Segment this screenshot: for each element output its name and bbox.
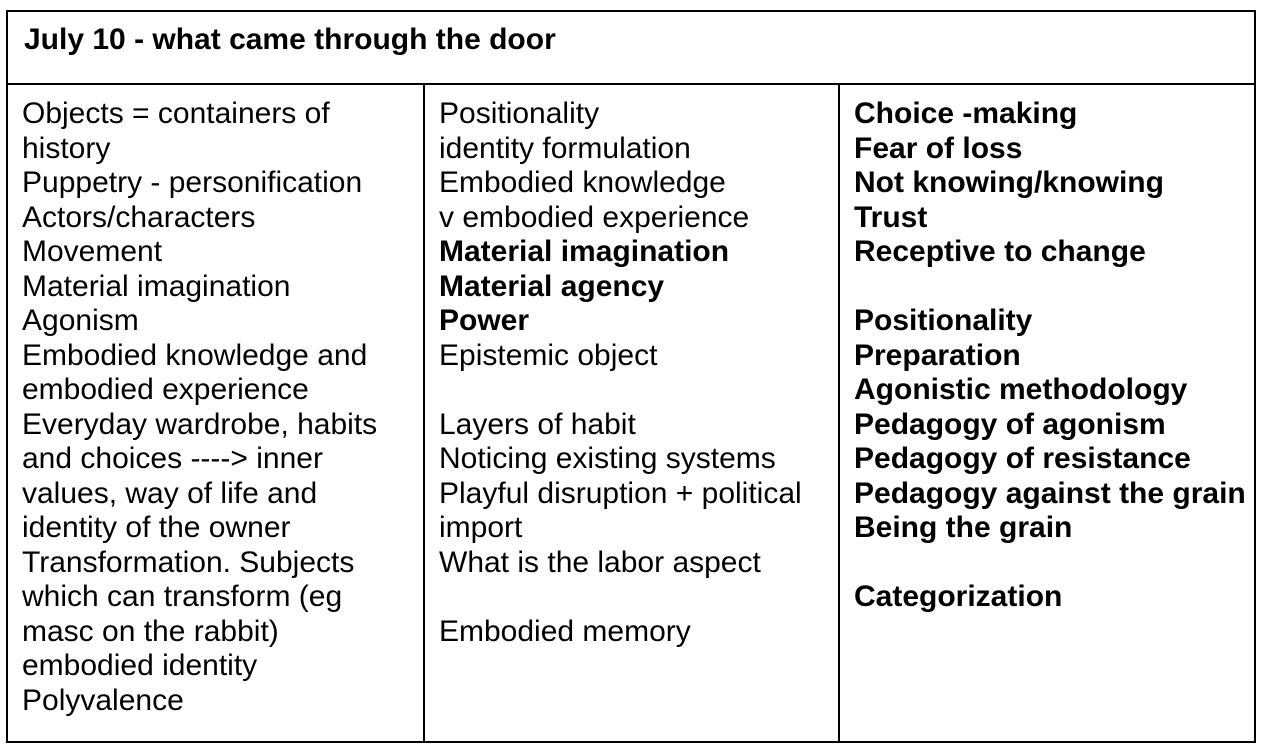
- note-line: Receptive to change: [854, 235, 1146, 268]
- note-line: Movement: [22, 235, 163, 268]
- note-line: Actors/characters: [22, 200, 256, 234]
- note-line: Pedagogy against the grain: [854, 476, 1246, 510]
- note-line: Trust: [854, 200, 928, 234]
- note-line: Transformation. Subjects which can trans…: [22, 545, 355, 648]
- note-line: Embodied memory: [439, 614, 691, 648]
- note-line: [854, 546, 1248, 581]
- table-header-title: July 10 - what came through the door: [24, 23, 556, 56]
- note-line: Agonistic methodology: [854, 373, 1188, 406]
- note-line: [854, 270, 1248, 305]
- table-body-row: Objects = containers of history Puppetry …: [8, 85, 1254, 741]
- note-line: Pedagogy of resistance: [854, 442, 1191, 475]
- note-line: Preparation: [854, 338, 1021, 372]
- note-line: Playful disruption + political import: [439, 476, 802, 545]
- note-line: What is the labor aspect: [439, 545, 761, 579]
- note-line: Noticing existing systems: [439, 442, 776, 475]
- note-line: Positionality: [439, 97, 600, 130]
- note-line: Puppetry - personification: [22, 166, 363, 199]
- note-line: Polyvalence: [22, 683, 184, 717]
- note-line: v embodied experience: [439, 200, 750, 234]
- note-line: Not knowing/knowing: [854, 166, 1164, 199]
- note-line: Fear of loss: [854, 131, 1023, 165]
- note-line: [439, 373, 832, 408]
- note-line: Objects = containers of history: [22, 97, 330, 165]
- note-line: Choice -making: [854, 97, 1078, 130]
- note-line: Power: [439, 304, 530, 337]
- table-cell-column-3: Choice -making Fear of loss Not knowing/kn…: [838, 85, 1254, 741]
- note-line: Embodied knowledge: [439, 166, 726, 199]
- note-line: Layers of habit: [439, 407, 636, 441]
- note-line: Material imagination: [439, 235, 730, 268]
- note-line: Material agency: [439, 269, 665, 303]
- notes-table: July 10 - what came through the door Obj…: [6, 10, 1256, 743]
- note-line: embodied identity: [22, 649, 258, 682]
- note-line: Categorization: [854, 580, 1063, 613]
- note-line: Everyday wardrobe, habits and choices --…: [22, 407, 378, 545]
- table-header-cell: July 10 - what came through the door: [8, 12, 1254, 85]
- table-cell-column-1: Objects = containers of history Puppetry …: [8, 85, 423, 741]
- note-line: Pedagogy of agonism: [854, 407, 1166, 441]
- note-line: Embodied knowledge and embodied experien…: [22, 338, 368, 407]
- note-line: Being the grain: [854, 511, 1073, 544]
- table-cell-column-2: Positionality identity formulation Embodie…: [423, 85, 838, 741]
- note-line: Agonism: [22, 304, 139, 337]
- note-line: Positionality: [854, 304, 1033, 337]
- note-line: identity formulation: [439, 131, 691, 165]
- note-line: [439, 580, 832, 615]
- note-line: Epistemic object: [439, 338, 658, 372]
- note-line: Material imagination: [22, 269, 291, 303]
